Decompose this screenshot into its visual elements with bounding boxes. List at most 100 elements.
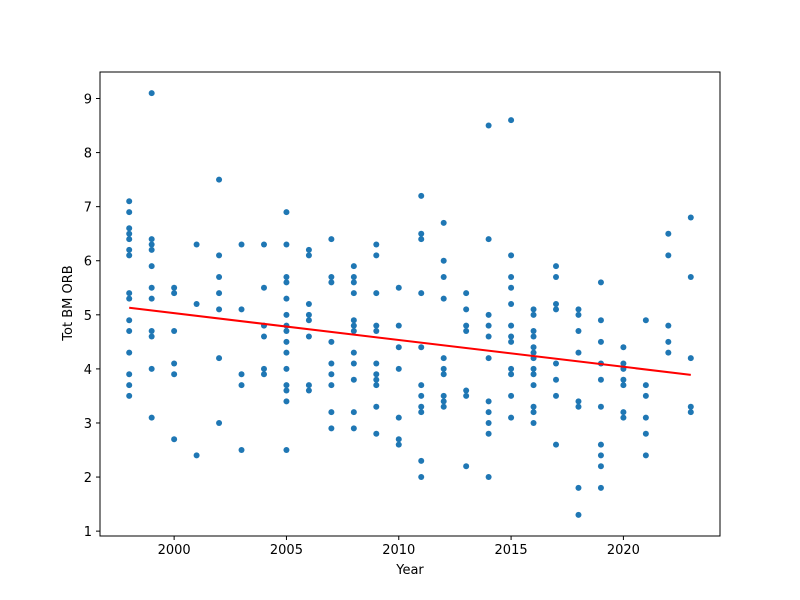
data-point-211: [620, 414, 627, 421]
x-tick-label-2005: 2005: [270, 543, 303, 558]
data-point-3: [126, 230, 133, 237]
plot-frame: [99, 71, 721, 537]
data-point-48: [260, 284, 267, 291]
data-point-158: [508, 301, 515, 307]
data-point-196: [597, 317, 604, 324]
data-point-93: [350, 360, 357, 367]
data-point-126: [440, 219, 447, 226]
data-point-139: [463, 328, 470, 335]
data-point-147: [485, 333, 492, 340]
data-point-27: [171, 290, 178, 297]
data-point-103: [373, 371, 380, 378]
data-point-218: [665, 230, 672, 237]
data-point-195: [597, 279, 604, 286]
x-axis-title: Year: [395, 563, 424, 578]
data-point-52: [260, 371, 267, 378]
data-point-165: [508, 414, 515, 421]
data-point-156: [508, 273, 515, 280]
data-point-152: [485, 430, 492, 437]
data-point-194: [575, 511, 582, 518]
data-point-94: [350, 376, 357, 383]
data-point-76: [328, 236, 335, 243]
data-point-0: [126, 198, 133, 205]
data-point-145: [485, 311, 492, 318]
data-point-30: [171, 371, 178, 378]
data-point-41: [216, 419, 223, 426]
data-point-143: [485, 122, 492, 129]
data-point-175: [530, 382, 537, 389]
data-point-100: [373, 322, 380, 329]
data-point-101: [373, 328, 380, 335]
data-point-184: [553, 376, 560, 383]
data-point-109: [395, 322, 402, 329]
x-tick-label-2015: 2015: [495, 543, 528, 558]
data-point-178: [530, 419, 537, 426]
data-point-56: [283, 279, 290, 286]
data-point-28: [171, 328, 178, 335]
data-point-123: [418, 409, 425, 416]
data-point-43: [238, 306, 245, 313]
y-tick-label-5: 5: [84, 309, 92, 324]
y-tick-label-6: 6: [84, 255, 92, 270]
data-point-225: [687, 355, 694, 362]
data-point-183: [553, 360, 560, 367]
data-point-161: [508, 338, 515, 345]
data-point-186: [553, 441, 560, 448]
data-point-18: [148, 246, 155, 253]
data-point-170: [530, 344, 537, 351]
data-point-70: [305, 301, 312, 307]
data-point-185: [553, 392, 560, 399]
data-point-203: [597, 463, 604, 470]
data-point-83: [328, 409, 335, 416]
data-point-222: [665, 349, 672, 356]
data-point-87: [350, 279, 357, 286]
data-point-224: [687, 273, 694, 280]
data-point-34: [193, 452, 200, 459]
data-point-55: [283, 273, 290, 280]
data-point-129: [440, 295, 447, 302]
data-point-150: [485, 409, 492, 416]
y-tick-label-7: 7: [84, 201, 92, 216]
trend-line: [129, 306, 691, 376]
data-point-13: [126, 382, 133, 389]
data-point-85: [350, 263, 357, 270]
data-point-163: [508, 371, 515, 378]
data-point-181: [553, 301, 560, 307]
y-tick-label-4: 4: [84, 363, 92, 378]
data-point-213: [642, 382, 649, 389]
data-point-205: [620, 344, 627, 351]
data-point-92: [350, 349, 357, 356]
data-point-31: [171, 436, 178, 443]
data-point-169: [530, 333, 537, 340]
data-point-171: [530, 349, 537, 356]
data-point-220: [665, 322, 672, 329]
data-point-80: [328, 360, 335, 367]
data-point-72: [305, 317, 312, 324]
data-point-77: [328, 273, 335, 280]
data-point-193: [575, 484, 582, 491]
data-point-23: [148, 333, 155, 340]
data-point-15: [148, 90, 155, 97]
data-point-17: [148, 241, 155, 248]
data-point-108: [395, 284, 402, 291]
data-point-157: [508, 284, 515, 291]
data-point-8: [126, 295, 133, 302]
data-point-204: [597, 484, 604, 491]
data-point-75: [305, 387, 312, 394]
data-point-63: [283, 365, 290, 372]
data-point-191: [575, 398, 582, 405]
data-point-122: [418, 403, 425, 410]
data-point-82: [328, 382, 335, 389]
data-point-146: [485, 322, 492, 329]
data-point-113: [395, 436, 402, 443]
data-point-132: [440, 371, 447, 378]
data-point-112: [395, 414, 402, 421]
data-point-32: [193, 241, 200, 248]
data-point-227: [687, 409, 694, 416]
data-point-71: [305, 311, 312, 318]
plot-border: [99, 71, 721, 537]
data-point-6: [126, 252, 133, 259]
data-point-199: [597, 376, 604, 383]
data-point-120: [418, 382, 425, 389]
data-point-115: [418, 192, 425, 199]
